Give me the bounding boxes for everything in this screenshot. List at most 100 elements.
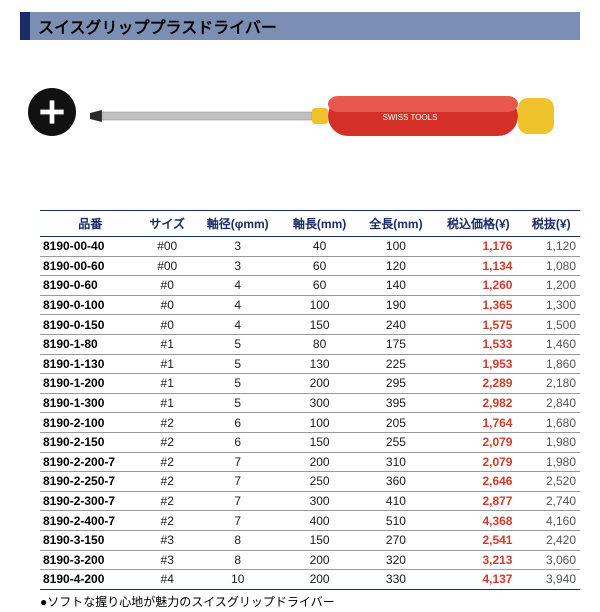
table-row: 8190-0-60#04601401,2601,200 bbox=[40, 276, 580, 296]
table-cell: 2,982 bbox=[434, 393, 522, 413]
table-cell: #2 bbox=[140, 432, 194, 452]
table-cell: 4 bbox=[194, 295, 281, 315]
table-row: 8190-1-130#151302251,9531,860 bbox=[40, 354, 580, 374]
table-cell: 8190-00-60 bbox=[40, 256, 140, 276]
table-cell: 7 bbox=[194, 472, 281, 492]
table-cell: 1,460 bbox=[522, 334, 580, 354]
table-cell: 1,980 bbox=[522, 432, 580, 452]
table-cell: 10 bbox=[194, 570, 281, 590]
table-cell: 8190-00-40 bbox=[40, 237, 140, 257]
table-cell: #1 bbox=[140, 354, 194, 374]
table-row: 8190-1-80#15801751,5331,460 bbox=[40, 334, 580, 354]
table-row: 8190-0-100#041001901,3651,300 bbox=[40, 295, 580, 315]
header-accent bbox=[20, 12, 30, 40]
table-cell: 200 bbox=[281, 452, 357, 472]
table-cell: 3,213 bbox=[434, 550, 522, 570]
table-cell: 150 bbox=[281, 315, 357, 335]
table-cell: 5 bbox=[194, 334, 281, 354]
table-cell: 1,120 bbox=[522, 237, 580, 257]
phillips-icon bbox=[28, 88, 76, 136]
table-cell: #0 bbox=[140, 295, 194, 315]
table-cell: #4 bbox=[140, 570, 194, 590]
table-row: 8190-1-300#153003952,9822,840 bbox=[40, 393, 580, 413]
table-cell: 3,060 bbox=[522, 550, 580, 570]
table-cell: 4,368 bbox=[434, 511, 522, 531]
table-cell: 1,860 bbox=[522, 354, 580, 374]
table-cell: 330 bbox=[358, 570, 434, 590]
table-cell: 1,533 bbox=[434, 334, 522, 354]
table-cell: 1,176 bbox=[434, 237, 522, 257]
table-cell: #2 bbox=[140, 511, 194, 531]
table-cell: 8190-2-300-7 bbox=[40, 491, 140, 511]
table-cell: 8190-2-150 bbox=[40, 432, 140, 452]
col-header: サイズ bbox=[140, 211, 194, 237]
table-cell: 6 bbox=[194, 413, 281, 433]
table-row: 8190-2-200-7#272003102,0791,980 bbox=[40, 452, 580, 472]
page-title: スイスグリッププラスドライバー bbox=[38, 14, 277, 38]
header-main: スイスグリッププラスドライバー bbox=[30, 12, 580, 40]
table-cell: 8190-1-80 bbox=[40, 334, 140, 354]
table-cell: #3 bbox=[140, 530, 194, 550]
table-cell: 1,980 bbox=[522, 452, 580, 472]
table-cell: 5 bbox=[194, 374, 281, 394]
table-cell: 175 bbox=[358, 334, 434, 354]
table-cell: 3 bbox=[194, 237, 281, 257]
table-cell: 2,646 bbox=[434, 472, 522, 492]
table-row: 8190-3-150#381502702,5412,420 bbox=[40, 530, 580, 550]
table-cell: 1,300 bbox=[522, 295, 580, 315]
table-cell: 3,940 bbox=[522, 570, 580, 590]
table-cell: 320 bbox=[358, 550, 434, 570]
table-cell: 8190-0-100 bbox=[40, 295, 140, 315]
table-cell: 8190-3-200 bbox=[40, 550, 140, 570]
table-row: 8190-00-40#003401001,1761,120 bbox=[40, 237, 580, 257]
table-cell: 410 bbox=[358, 491, 434, 511]
col-header: 税込価格(¥) bbox=[434, 211, 522, 237]
table-cell: 1,260 bbox=[434, 276, 522, 296]
table-cell: 255 bbox=[358, 432, 434, 452]
table-cell: 295 bbox=[358, 374, 434, 394]
table-cell: 200 bbox=[281, 570, 357, 590]
table-cell: 8190-2-200-7 bbox=[40, 452, 140, 472]
table-cell: #2 bbox=[140, 452, 194, 472]
table-cell: 150 bbox=[281, 530, 357, 550]
table-cell: #1 bbox=[140, 393, 194, 413]
table-row: 8190-3-200#382003203,2133,060 bbox=[40, 550, 580, 570]
screwdriver-illustration: SWISS TOOLS bbox=[90, 90, 560, 142]
spec-table-head: 品番サイズ軸径(φmm)軸長(mm)全長(mm)税込価格(¥)税抜(¥) bbox=[40, 211, 580, 237]
table-cell: 150 bbox=[281, 432, 357, 452]
table-cell: 60 bbox=[281, 256, 357, 276]
table-cell: 2,420 bbox=[522, 530, 580, 550]
table-cell: 2,840 bbox=[522, 393, 580, 413]
table-cell: 7 bbox=[194, 511, 281, 531]
table-cell: 360 bbox=[358, 472, 434, 492]
table-cell: 140 bbox=[358, 276, 434, 296]
table-cell: 2,877 bbox=[434, 491, 522, 511]
table-cell: 1,575 bbox=[434, 315, 522, 335]
table-cell: 4,137 bbox=[434, 570, 522, 590]
table-cell: 80 bbox=[281, 334, 357, 354]
table-cell: #2 bbox=[140, 413, 194, 433]
table-cell: 4,160 bbox=[522, 511, 580, 531]
table-row: 8190-2-300-7#273004102,8772,740 bbox=[40, 491, 580, 511]
table-cell: #1 bbox=[140, 334, 194, 354]
table-cell: 8190-1-130 bbox=[40, 354, 140, 374]
table-cell: 2,289 bbox=[434, 374, 522, 394]
table-cell: 60 bbox=[281, 276, 357, 296]
table-cell: 8 bbox=[194, 530, 281, 550]
table-cell: 8190-4-200 bbox=[40, 570, 140, 590]
col-header: 軸長(mm) bbox=[281, 211, 357, 237]
table-row: 8190-4-200#4102003304,1373,940 bbox=[40, 570, 580, 590]
table-cell: 8190-2-250-7 bbox=[40, 472, 140, 492]
table-cell: 8 bbox=[194, 550, 281, 570]
table-cell: 5 bbox=[194, 393, 281, 413]
table-cell: 205 bbox=[358, 413, 434, 433]
table-cell: 1,764 bbox=[434, 413, 522, 433]
col-header: 全長(mm) bbox=[358, 211, 434, 237]
table-cell: 395 bbox=[358, 393, 434, 413]
table-cell: 510 bbox=[358, 511, 434, 531]
table-cell: 4 bbox=[194, 315, 281, 335]
table-cell: #00 bbox=[140, 237, 194, 257]
table-cell: 8190-2-400-7 bbox=[40, 511, 140, 531]
table-cell: 2,740 bbox=[522, 491, 580, 511]
table-row: 8190-00-60#003601201,1341,080 bbox=[40, 256, 580, 276]
